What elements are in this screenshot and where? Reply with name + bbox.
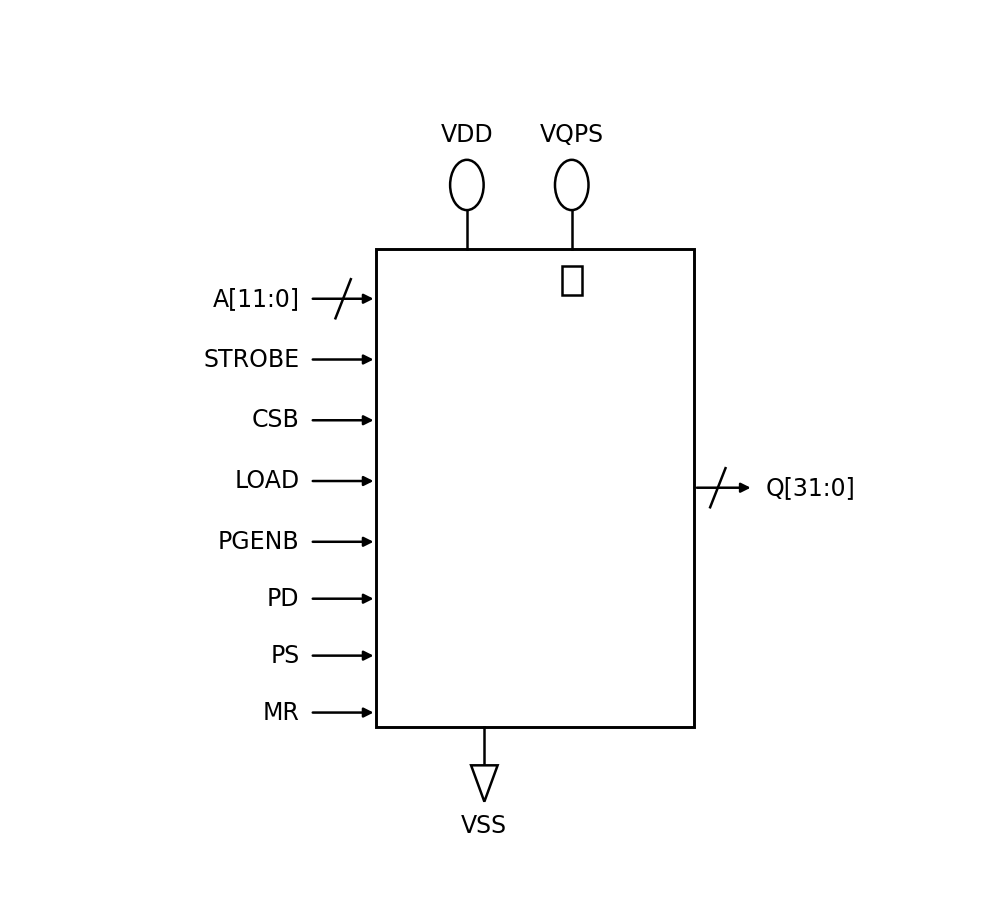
Text: VQPS: VQPS xyxy=(540,123,604,147)
Text: CSB: CSB xyxy=(252,408,299,433)
Ellipse shape xyxy=(450,160,484,210)
Text: PGENB: PGENB xyxy=(218,530,299,554)
Text: VSS: VSS xyxy=(461,814,507,838)
Polygon shape xyxy=(471,766,498,802)
Text: LOAD: LOAD xyxy=(234,469,299,493)
Bar xyxy=(562,266,582,296)
Text: PS: PS xyxy=(270,644,299,668)
Text: MR: MR xyxy=(263,700,299,725)
Text: A[11:0]: A[11:0] xyxy=(212,287,299,311)
Ellipse shape xyxy=(555,160,589,210)
Text: PD: PD xyxy=(267,587,299,610)
Text: Q[31:0]: Q[31:0] xyxy=(766,475,856,500)
Bar xyxy=(376,249,694,727)
Text: STROBE: STROBE xyxy=(203,347,299,372)
Text: VDD: VDD xyxy=(441,123,493,147)
